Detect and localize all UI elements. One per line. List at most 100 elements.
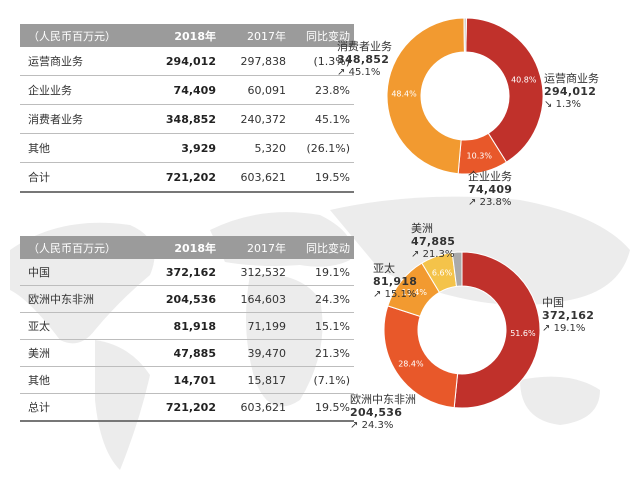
table-row: 亚太 81,918 71,199 15.1% — [20, 312, 354, 340]
callout-value: 348,852 — [337, 53, 390, 66]
donut-slice-4 — [463, 17, 467, 53]
callout-name: 企业业务 — [468, 170, 512, 183]
year-2018-header: 2018年 — [144, 236, 220, 259]
slice-percent-label: 40.8% — [511, 76, 537, 85]
value-change: 15.1% — [290, 312, 354, 340]
value-2017: 39,470 — [220, 339, 290, 367]
donut-slice-1 — [453, 251, 541, 409]
value-change: 45.1% — [290, 104, 354, 134]
slice-percent-label: 11.4% — [402, 288, 428, 297]
table-row: 其他 14,701 15,817 (7.1%) — [20, 366, 354, 394]
row-label: 其他 — [20, 133, 144, 163]
callout-enterprise: 企业业务 74,409 ↗ 23.8% — [468, 170, 512, 209]
callout-growth: 21.3% — [422, 249, 455, 260]
trend-up-icon: ↗ — [350, 420, 359, 431]
row-label: 运营商业务 — [20, 47, 144, 76]
callout-name: 亚太 — [373, 262, 395, 275]
row-label: 中国 — [20, 259, 144, 286]
callout-value: 204,536 — [350, 406, 403, 419]
year-2017-header: 2017年 — [220, 24, 290, 47]
table-row: 欧洲中东非洲 204,536 164,603 24.3% — [20, 285, 354, 313]
value-2017: 5,320 — [220, 133, 290, 163]
value-2017: 603,621 — [220, 162, 290, 193]
value-2018: 74,409 — [144, 75, 220, 105]
row-label: 企业业务 — [20, 75, 144, 105]
row-label: 合计 — [20, 162, 144, 193]
value-2018: 14,701 — [144, 366, 220, 394]
value-2018: 294,012 — [144, 47, 220, 76]
trend-up-icon: ↗ — [542, 323, 551, 334]
table-row: 中国 372,162 312,532 19.1% — [20, 259, 354, 286]
trend-up-icon: ↗ — [411, 249, 420, 260]
callout-emea: 欧洲中东非洲 204,536 ↗ 24.3% — [350, 393, 416, 432]
value-change: (1.3%) — [290, 47, 354, 76]
value-2017: 15,817 — [220, 366, 290, 394]
row-label: 总计 — [20, 393, 144, 422]
callout-growth: 15.1% — [384, 289, 417, 300]
trend-up-icon: ↗ — [373, 289, 382, 300]
row-label: 消费者业务 — [20, 104, 144, 134]
callout-americas: 美洲 47,885 ↗ 21.3% — [411, 222, 455, 261]
value-2017: 603,621 — [220, 393, 290, 422]
donut-slice-3 — [386, 17, 465, 175]
value-2018: 204,536 — [144, 285, 220, 313]
value-2017: 71,199 — [220, 312, 290, 340]
callout-value: 74,409 — [468, 183, 513, 196]
callout-growth: 23.8% — [479, 197, 512, 208]
value-2017: 164,603 — [220, 285, 290, 313]
callout-growth: 1.3% — [555, 99, 581, 110]
callout-growth: 19.1% — [553, 323, 586, 334]
callout-value: 81,918 — [373, 275, 418, 288]
value-2017: 312,532 — [220, 259, 290, 286]
value-change: 19.5% — [290, 393, 354, 422]
table-row: 企业业务 74,409 60,091 23.8% — [20, 75, 354, 105]
value-2018: 47,885 — [144, 339, 220, 367]
callout-value: 294,012 — [544, 85, 597, 98]
row-label: 欧洲中东非洲 — [20, 285, 144, 313]
value-2017: 297,838 — [220, 47, 290, 76]
year-2018-header: 2018年 — [144, 24, 220, 47]
callout-name: 消费者业务 — [337, 40, 392, 53]
change-header: 同比变动 — [290, 24, 354, 47]
callout-value: 47,885 — [411, 235, 456, 248]
callout-name: 运营商业务 — [544, 72, 599, 85]
slice-percent-label: 48.4% — [391, 90, 417, 99]
value-change: 19.5% — [290, 162, 354, 193]
value-change: 23.8% — [290, 75, 354, 105]
table-row: 美洲 47,885 39,470 21.3% — [20, 339, 354, 367]
trend-down-icon: ↘ — [544, 99, 553, 110]
value-change: 21.3% — [290, 339, 354, 367]
value-2018: 348,852 — [144, 104, 220, 134]
row-label: 亚太 — [20, 312, 144, 340]
value-change: 19.1% — [290, 259, 354, 286]
business-revenue-table: （人民币百万元） 2018年 2017年 同比变动 运营商业务 294,012 … — [20, 24, 354, 193]
table-header-row: （人民币百万元） 2018年 2017年 同比变动 — [20, 24, 354, 47]
row-label: 其他 — [20, 366, 144, 394]
region-revenue-table: （人民币百万元） 2018年 2017年 同比变动 中国 372,162 312… — [20, 236, 354, 422]
value-change: (7.1%) — [290, 366, 354, 394]
value-2018: 721,202 — [144, 393, 220, 422]
unit-header: （人民币百万元） — [20, 24, 144, 47]
callout-name: 美洲 — [411, 222, 433, 235]
value-2017: 60,091 — [220, 75, 290, 105]
slice-percent-label: 51.6% — [510, 329, 536, 338]
table-total-row: 总计 721,202 603,621 19.5% — [20, 393, 354, 422]
callout-carrier: 运营商业务 294,012 ↘ 1.3% — [544, 72, 599, 111]
donut-slice-1 — [465, 17, 544, 163]
callout-name: 中国 — [542, 296, 564, 309]
donut-slice-5 — [451, 251, 463, 287]
change-header: 同比变动 — [290, 236, 354, 259]
value-2018: 372,162 — [144, 259, 220, 286]
trend-up-icon: ↗ — [337, 67, 346, 78]
value-2018: 81,918 — [144, 312, 220, 340]
year-2017-header: 2017年 — [220, 236, 290, 259]
unit-header: （人民币百万元） — [20, 236, 144, 259]
callout-value: 372,162 — [542, 309, 595, 322]
trend-up-icon: ↗ — [468, 197, 477, 208]
slice-percent-label: 10.3% — [467, 151, 493, 160]
value-2017: 240,372 — [220, 104, 290, 134]
value-change: 24.3% — [290, 285, 354, 313]
table-header-row: （人民币百万元） 2018年 2017年 同比变动 — [20, 236, 354, 259]
